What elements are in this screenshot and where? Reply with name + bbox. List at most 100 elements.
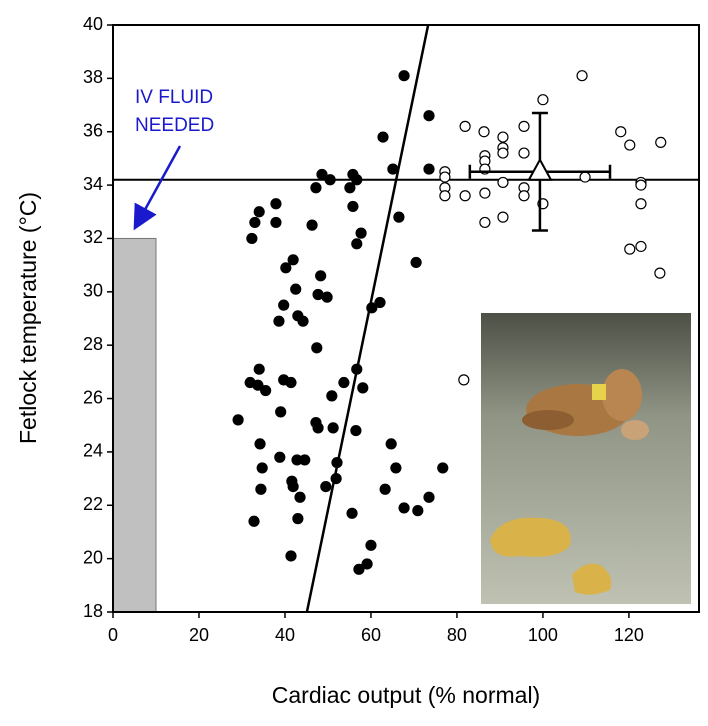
open-point [579, 171, 591, 183]
filled-point [285, 550, 297, 562]
shaded-region [112, 237, 157, 613]
open-point [497, 147, 509, 159]
filled-point [366, 302, 378, 314]
y-tick-label: 34 [83, 174, 103, 194]
filled-point [423, 110, 435, 122]
annotation-line: NEEDED [135, 115, 214, 136]
filled-point [385, 438, 397, 450]
x-axis-label: Cardiac output (% normal) [272, 682, 540, 708]
x-tick-label: 20 [189, 625, 209, 645]
filled-point [398, 70, 410, 82]
filled-point [297, 315, 309, 327]
open-point [635, 179, 647, 191]
open-point [497, 131, 509, 143]
y-tick-label: 26 [83, 387, 103, 407]
filled-point [270, 216, 282, 229]
filled-point [393, 211, 405, 223]
open-point [635, 198, 647, 210]
y-tick-label: 22 [83, 494, 103, 514]
open-point [615, 126, 627, 138]
annotation-arrow [133, 145, 182, 231]
filled-point [355, 227, 367, 239]
open-point [459, 190, 471, 202]
filled-point [351, 238, 363, 250]
filled-point [351, 174, 363, 186]
filled-point [331, 456, 343, 469]
filled-point [255, 483, 267, 495]
filled-point [312, 422, 324, 434]
y-tick-label: 20 [83, 547, 103, 567]
y-tick-label: 38 [83, 67, 103, 87]
open-point [497, 211, 509, 223]
filled-point [253, 206, 265, 218]
open-point [479, 187, 491, 199]
filled-point [256, 462, 268, 474]
open-point [439, 171, 451, 183]
y-tick-label: 18 [83, 601, 103, 621]
x-tick-label: 120 [614, 625, 644, 645]
photo [481, 313, 691, 604]
filled-point [338, 376, 350, 389]
x-tick-label: 100 [528, 625, 558, 645]
open-point [479, 216, 491, 229]
filled-point [346, 507, 358, 519]
x-tick-label: 40 [275, 625, 295, 645]
filled-point [353, 563, 365, 575]
filled-point [327, 422, 339, 434]
open-point [624, 139, 636, 151]
open-point [478, 126, 490, 138]
filled-point [260, 384, 272, 397]
filled-point [315, 270, 327, 282]
fit-line [305, 24, 430, 613]
open-point [497, 176, 509, 189]
x-tick-label: 80 [447, 625, 467, 645]
mean-point [527, 157, 553, 181]
y-tick-label: 36 [83, 120, 103, 140]
filled-point [326, 390, 338, 402]
x-tick-label: 0 [108, 625, 118, 645]
x-tick-label: 60 [361, 625, 381, 645]
open-point [439, 190, 451, 202]
filled-point [423, 163, 435, 175]
open-point [576, 70, 588, 82]
filled-point [254, 438, 266, 450]
filled-point [390, 462, 402, 474]
filled-point [270, 198, 282, 210]
y-tick-label: 30 [83, 281, 103, 301]
filled-point [330, 472, 342, 485]
filled-point [294, 491, 306, 503]
filled-point [377, 131, 389, 143]
open-point [635, 240, 647, 253]
filled-point [357, 382, 369, 394]
filled-point [306, 219, 318, 231]
plot-frame [112, 24, 700, 613]
open-point [624, 243, 636, 255]
y-tick-label: 28 [83, 334, 103, 354]
filled-point [350, 424, 362, 437]
filled-point [232, 414, 244, 426]
filled-point [437, 462, 449, 474]
filled-point [290, 283, 302, 295]
filled-point [275, 406, 287, 418]
filled-point [379, 483, 391, 495]
open-point [459, 120, 471, 132]
filled-point [248, 515, 260, 527]
filled-point [278, 299, 290, 311]
filled-point [311, 342, 323, 354]
filled-point [398, 502, 410, 514]
filled-point [310, 182, 322, 194]
filled-point [351, 363, 363, 375]
open-point [654, 267, 666, 279]
filled-point [374, 296, 386, 309]
filled-point [361, 558, 373, 570]
filled-point [347, 200, 359, 213]
filled-point [252, 379, 264, 391]
y-axis-label: Fetlock temperature (°C) [15, 192, 41, 444]
filled-point [273, 315, 285, 327]
open-point [655, 136, 667, 148]
annotation-line: IV FLUID [135, 87, 213, 108]
open-point [518, 120, 530, 132]
filled-point [365, 539, 377, 551]
